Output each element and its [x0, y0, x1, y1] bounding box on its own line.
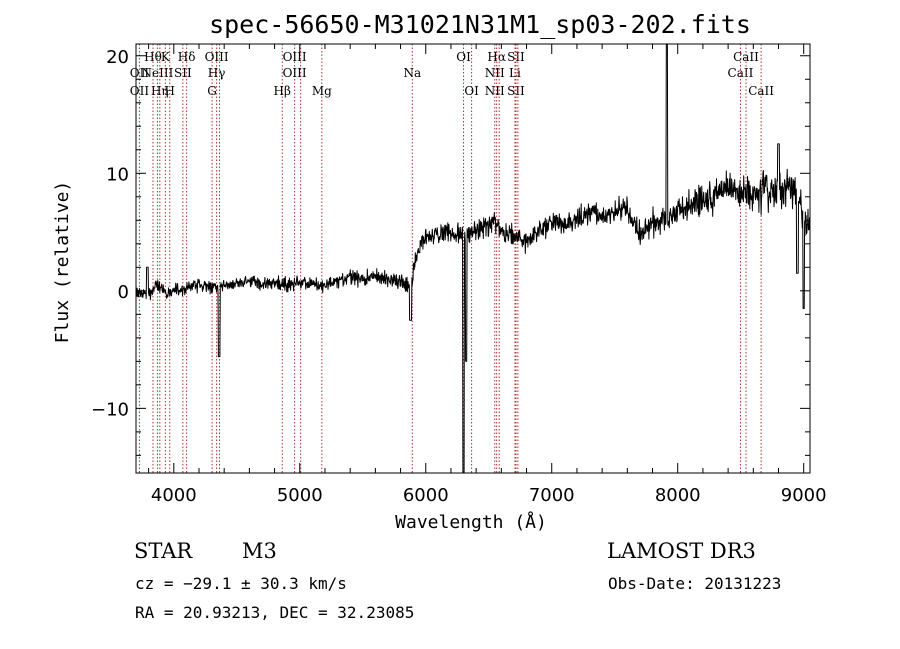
line-label-21-mid: Li [509, 66, 521, 80]
line-label-12-top: OIII [283, 50, 307, 64]
line-label-22-bot: SII [507, 84, 525, 98]
line-label-24-mid: CaII [728, 66, 754, 80]
line-label-14-bot: Mg [312, 84, 332, 98]
y-axis-label: Flux (relative) [52, 181, 73, 344]
line-label-9-mid: Hγ [208, 66, 226, 80]
line-label-0-mid: OII [130, 66, 150, 80]
ra-dec-coordinates: RA = 20.93213, DEC = 32.23085 [135, 603, 415, 622]
line-label-4-top: K [161, 50, 171, 64]
redshift-cz: cz = −29.1 ± 30.3 km/s [135, 574, 347, 593]
x-tick-label: 4000 [151, 485, 197, 506]
spectrum-layer [135, 43, 811, 474]
x-tick-label: 5000 [277, 485, 323, 506]
line-label-6-mid: SII [174, 66, 192, 80]
plot-axes: 4000 5000 6000 7000 8000 9000 −10 0 10 20 [91, 43, 827, 506]
line-label-8-bot: G [207, 84, 217, 98]
line-label-22-top: SII [507, 50, 525, 64]
chart-title: spec-56650-M31021N31M1_sp03-202.fits [209, 10, 751, 39]
survey-name: LAMOST DR3 [607, 539, 756, 563]
object-subclass: M3 [242, 539, 277, 563]
line-label-12-mid: OIII [283, 66, 307, 80]
line-label-5-bot: H [165, 84, 175, 98]
y-tick-label: −10 [91, 399, 129, 420]
line-label-9-top: OIII [205, 50, 229, 64]
line-label-15-mid: Na [403, 66, 421, 80]
x-axis-label: Wavelength (Å) [395, 511, 547, 533]
line-label-18-bot: NII [485, 84, 505, 98]
line-label-1-top: Hθ [144, 50, 162, 64]
obs-date: Obs-Date: 20131223 [608, 574, 782, 593]
line-label-2-mid: NeIII [142, 66, 174, 80]
line-label-16-top: OI [456, 50, 471, 64]
line-label-11-bot: Hβ [274, 84, 291, 98]
spectrum-line [135, 43, 811, 474]
line-label-17-bot: OI [464, 84, 479, 98]
plot-frame [135, 43, 811, 474]
object-class: STAR [134, 539, 193, 563]
line-label-7-top: Hδ [178, 50, 196, 64]
y-tick-label: 10 [106, 164, 129, 185]
x-tick-label: 6000 [403, 485, 449, 506]
line-label-3-bot: Hη [151, 84, 169, 98]
y-tick-label: 20 [106, 47, 129, 68]
line-label-25-top: CaII [733, 50, 759, 64]
line-label-19-top: Hα [487, 50, 506, 64]
y-tick-label: 0 [118, 282, 129, 303]
line-label-26-bot: CaII [748, 84, 774, 98]
x-tick-label: 8000 [655, 485, 701, 506]
line-label-0-bot: OII [130, 84, 150, 98]
line-label-18-mid: NII [485, 66, 505, 80]
spectral-line-markers: OII OII Hθ NeIII Hη K H SII Hδ G OIII Hγ Hβ OIII OIII M… [130, 44, 774, 473]
x-tick-label: 9000 [781, 485, 827, 506]
x-tick-label: 7000 [529, 485, 575, 506]
